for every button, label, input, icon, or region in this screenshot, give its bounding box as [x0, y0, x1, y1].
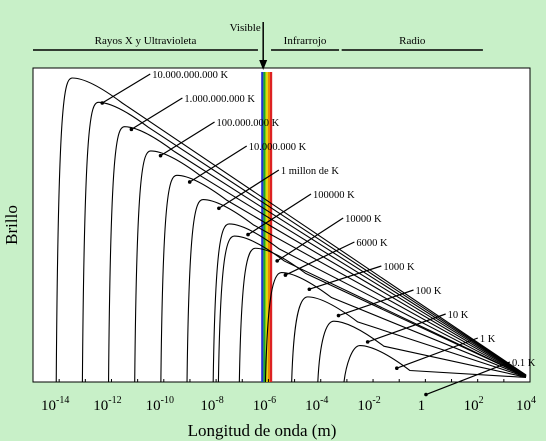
- curve-1: [81, 101, 527, 383]
- curve-10: [291, 296, 527, 383]
- series-label: 1 K: [480, 334, 496, 345]
- label-arrow-head: [187, 180, 192, 184]
- visible-color-bar: [267, 72, 270, 382]
- x-axis-label: Longitud de onda (m): [188, 421, 337, 440]
- band-label: Infrarrojo: [284, 35, 327, 47]
- visible-light-strip: [261, 72, 273, 382]
- tick-label: 1: [418, 398, 426, 414]
- visible-color-bar: [265, 72, 268, 382]
- tick-label: 104: [516, 395, 536, 414]
- label-arrow: [396, 337, 479, 369]
- tick-label: 10-2: [357, 395, 380, 414]
- label-arrow: [247, 193, 312, 236]
- label-arrow-head: [283, 273, 288, 277]
- series-label: 10 K: [448, 310, 469, 321]
- series-label: 10000 K: [345, 214, 382, 225]
- band-label: Radio: [399, 35, 426, 47]
- label-arrow-head: [395, 366, 399, 371]
- curve-7: [217, 235, 527, 383]
- curve-3: [134, 150, 527, 383]
- label-arrow-head: [158, 153, 163, 158]
- curve-12: [343, 344, 527, 383]
- curve-2: [108, 126, 527, 383]
- series-label: 0.1 K: [512, 358, 536, 369]
- curve-5: [186, 199, 527, 383]
- label-arrow: [338, 289, 414, 317]
- spectrum-bands: Rayos X y Ultravioleta Visible Infrarrojo R…: [33, 22, 483, 70]
- curve-8: [238, 247, 527, 383]
- curve-labels: 10.000.000.000 K 1.000.000.000 K 100.000.0…: [100, 70, 536, 397]
- label-arrow-head: [100, 101, 105, 105]
- tick-label: 10-14: [41, 395, 69, 414]
- band-arrow-head: [259, 60, 268, 70]
- tick-label: 10-6: [253, 395, 276, 414]
- tick-label: 102: [464, 395, 484, 414]
- series-label: 100.000.000 K: [217, 118, 280, 129]
- label-arrow: [101, 73, 151, 104]
- label-arrow-head: [129, 127, 134, 132]
- label-arrow-head: [424, 392, 428, 397]
- series-label: 1.000.000.000 K: [184, 94, 255, 105]
- curves: [55, 77, 527, 383]
- series-label: 100000 K: [313, 190, 355, 201]
- label-arrow: [309, 265, 382, 290]
- series-label: 1 millon de K: [281, 166, 339, 177]
- series-label: 10.000.000.000 K: [152, 70, 228, 81]
- series-label: 10.000.000 K: [249, 142, 307, 153]
- label-arrow: [367, 313, 446, 343]
- visible-color-bar: [269, 72, 273, 382]
- curve-6: [212, 223, 527, 383]
- series-label: 6000 K: [356, 238, 388, 249]
- label-arrow-head: [246, 232, 250, 237]
- label-arrow-head: [275, 259, 279, 263]
- band-label: Rayos X y Ultravioleta: [95, 35, 197, 47]
- tick-label: 10-12: [93, 395, 121, 414]
- tick-label: 10-8: [200, 395, 223, 414]
- label-arrow-head: [217, 206, 221, 211]
- label-arrow: [425, 361, 511, 396]
- tick-label: 10-10: [146, 395, 174, 414]
- band-label: Visible: [230, 22, 261, 34]
- curve-0: [55, 77, 527, 383]
- series-label: 100 K: [416, 286, 442, 297]
- label-arrow: [218, 169, 280, 209]
- label-arrow: [131, 97, 183, 130]
- label-arrow-head: [336, 313, 341, 318]
- label-arrow: [276, 217, 344, 262]
- label-arrow: [189, 145, 248, 183]
- curve-4: [160, 174, 527, 383]
- curve-11: [317, 320, 527, 383]
- series-label: 1000 K: [383, 262, 415, 273]
- label-arrow-head: [365, 340, 370, 344]
- label-arrow: [160, 121, 215, 157]
- visible-color-bar: [263, 72, 266, 382]
- label-arrow: [285, 241, 355, 276]
- x-axis-ticks: 10-14 10-12 10-10 10-8 10-6 10-4 10-2 1 102 104: [32, 379, 536, 414]
- label-arrow-head: [307, 287, 312, 292]
- y-axis-label: Brillo: [2, 205, 21, 245]
- visible-color-bar: [261, 72, 264, 382]
- tick-label: 10-4: [305, 395, 328, 414]
